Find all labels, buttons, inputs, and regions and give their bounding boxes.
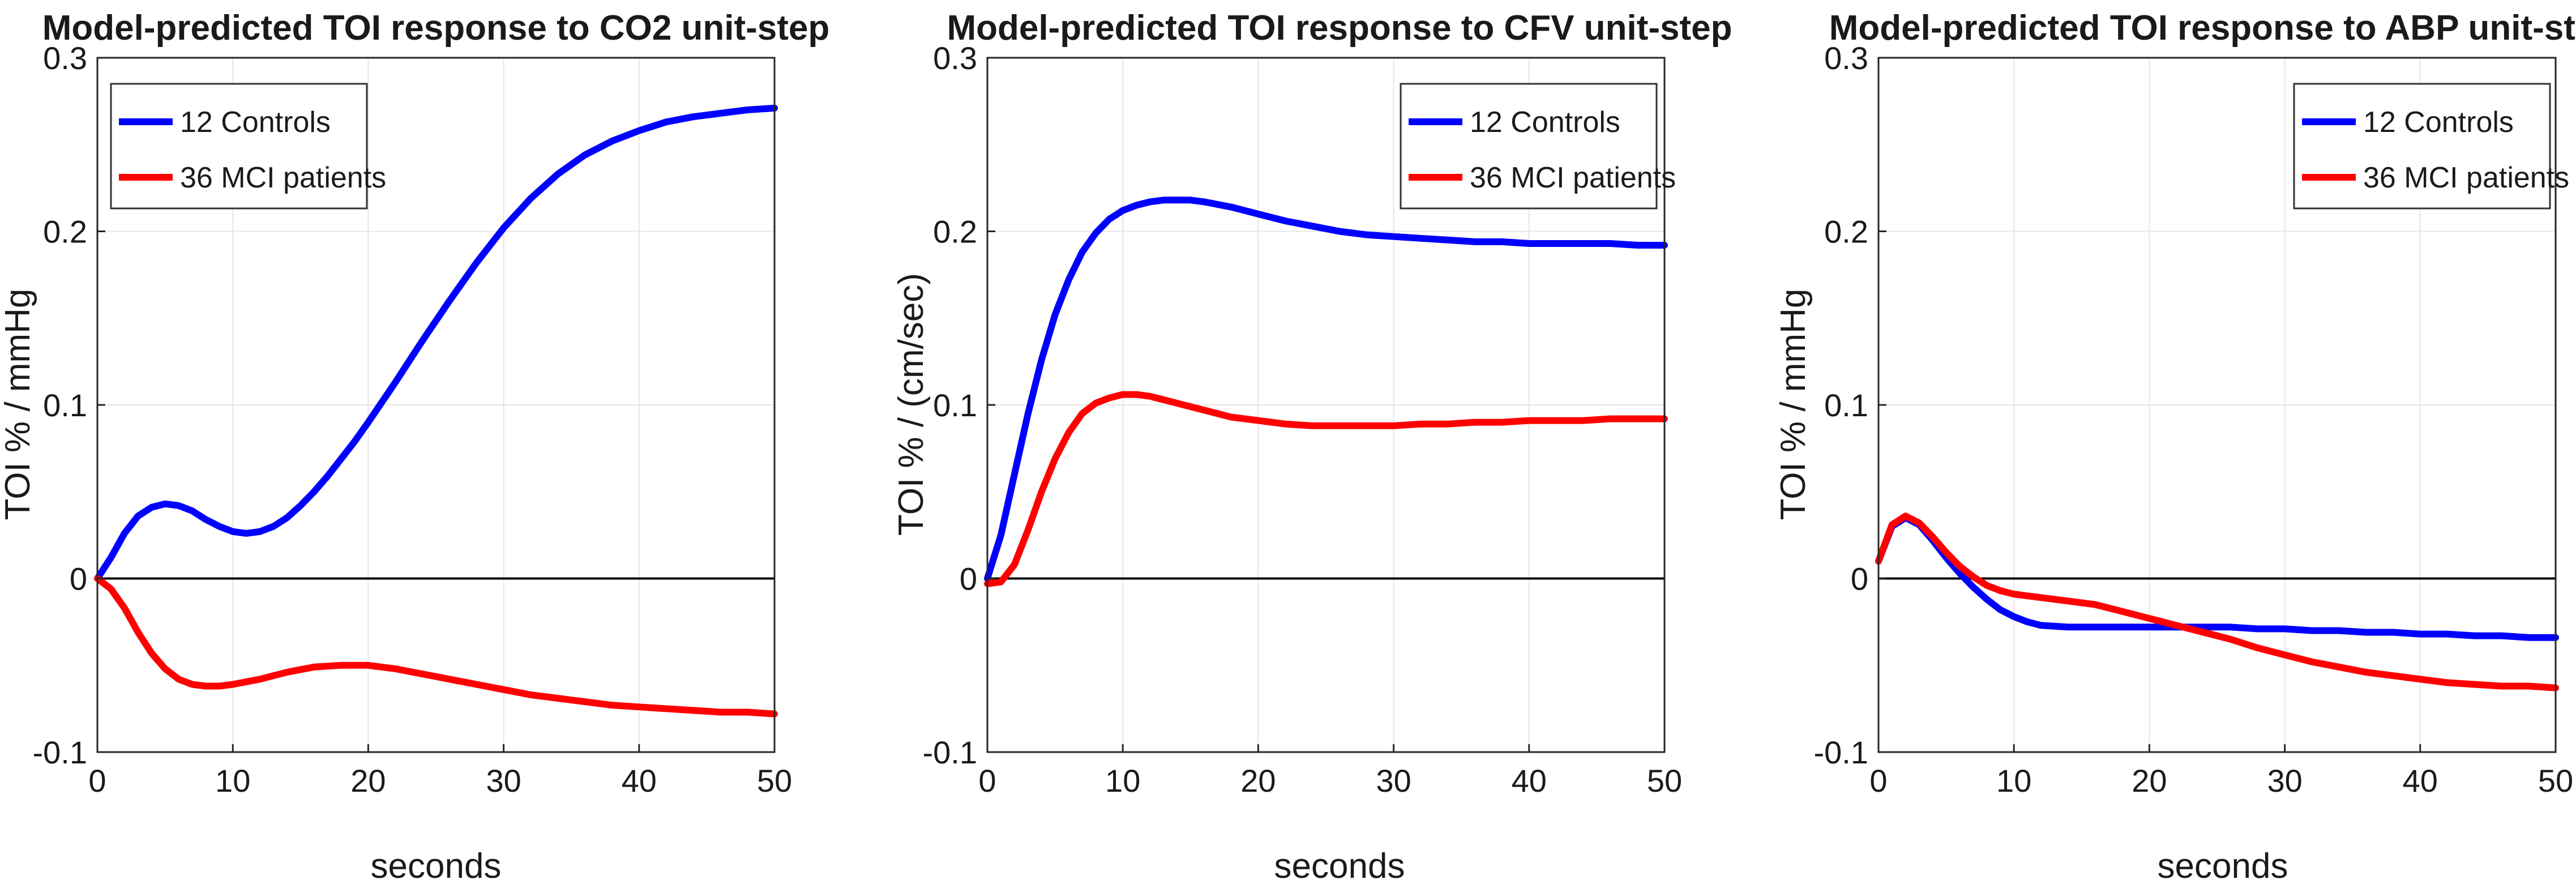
series-line-patients — [984, 391, 1668, 587]
x-axis-label: seconds — [1274, 847, 1405, 886]
chart-panel-cfv: Model-predicted TOI response to CFV unit… — [892, 8, 1732, 886]
legend-entry-patients: 36 MCI patients — [2363, 161, 2569, 194]
legend-entry-patients: 36 MCI patients — [1470, 161, 1676, 194]
chart-title: Model-predicted TOI response to CFV unit… — [947, 8, 1732, 48]
legend: 12 Controls 36 MCI patients — [110, 83, 386, 210]
y-tick-label: 0.2 — [933, 214, 977, 250]
y-tick-label: 0.3 — [43, 40, 87, 76]
legend-entry-controls: 12 Controls — [2363, 106, 2514, 139]
x-tick-label: 30 — [486, 763, 521, 799]
x-tick-label: 0 — [978, 763, 996, 799]
y-tick-label: 0.3 — [933, 40, 977, 76]
x-axis-label: seconds — [371, 847, 502, 886]
x-tick-label: 20 — [1240, 763, 1276, 799]
legend: 12 Controls 36 MCI patients — [2293, 83, 2569, 210]
chart-title: Model-predicted TOI response to ABP unit… — [1829, 8, 2576, 48]
chart-panel-abp: Model-predicted TOI response to ABP unit… — [1774, 8, 2576, 886]
y-tick-label: 0.2 — [43, 214, 87, 250]
y-tick-label: -0.1 — [923, 735, 978, 770]
y-tick-label: 0 — [960, 561, 977, 597]
chart-panel-co2: Model-predicted TOI response to CO2 unit… — [0, 8, 829, 886]
series-line-controls — [94, 104, 778, 582]
y-tick-label: 0.3 — [1824, 40, 1868, 76]
x-tick-label: 20 — [2132, 763, 2167, 799]
legend-entry-patients: 36 MCI patients — [180, 161, 386, 194]
series-line-patients — [94, 575, 778, 718]
x-tick-label: 10 — [1105, 763, 1140, 799]
y-tick-label: 0.2 — [1824, 214, 1868, 250]
y-axis-label: TOI % / mmHg — [1774, 289, 1813, 520]
y-axis-label: TOI % / mmHg — [0, 289, 37, 520]
y-tick-label: 0 — [1851, 561, 1868, 597]
x-tick-label: 0 — [88, 763, 106, 799]
series-line-patients — [1875, 513, 2559, 691]
x-tick-label: 30 — [2267, 763, 2302, 799]
y-tick-label: 0.1 — [43, 387, 87, 423]
series-line-controls — [984, 197, 1668, 582]
x-tick-label: 40 — [1512, 763, 1547, 799]
x-tick-label: 40 — [622, 763, 657, 799]
x-tick-label: 50 — [1647, 763, 1682, 799]
legend-box — [110, 83, 368, 210]
y-tick-label: 0.1 — [933, 387, 977, 423]
y-axis-label: TOI % / (cm/sec) — [892, 273, 931, 536]
legend: 12 Controls 36 MCI patients — [1400, 83, 1676, 210]
legend-entry-controls: 12 Controls — [180, 106, 331, 139]
legend-entry-controls: 12 Controls — [1470, 106, 1620, 139]
legend-box — [2293, 83, 2551, 210]
x-axis-label: seconds — [2158, 847, 2288, 886]
series-line-controls — [1875, 514, 2559, 641]
plot-area: 0 10 20 30 40 50-0.100.10.20.3 — [1814, 40, 2574, 799]
x-tick-label: 30 — [1376, 763, 1411, 799]
x-tick-label: 40 — [2403, 763, 2438, 799]
x-tick-label: 0 — [1869, 763, 1887, 799]
x-tick-label: 10 — [1996, 763, 2031, 799]
y-tick-label: -0.1 — [33, 735, 88, 770]
x-tick-label: 50 — [2538, 763, 2573, 799]
legend-box — [1400, 83, 1658, 210]
x-tick-label: 20 — [350, 763, 386, 799]
y-tick-label: -0.1 — [1814, 735, 1869, 770]
chart-title: Model-predicted TOI response to CO2 unit… — [42, 8, 830, 48]
y-tick-label: 0 — [70, 561, 87, 597]
x-tick-label: 10 — [215, 763, 250, 799]
y-tick-label: 0.1 — [1824, 387, 1868, 423]
x-tick-label: 50 — [757, 763, 792, 799]
